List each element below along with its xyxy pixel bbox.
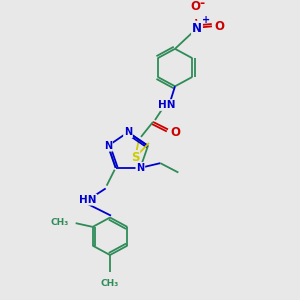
Text: N: N xyxy=(104,141,112,151)
Text: S: S xyxy=(131,151,139,164)
Text: +: + xyxy=(202,15,210,25)
Text: O: O xyxy=(214,20,224,33)
Text: N: N xyxy=(124,127,132,137)
Text: HN: HN xyxy=(79,195,96,205)
Text: O: O xyxy=(190,0,200,13)
Text: O: O xyxy=(170,126,180,139)
Text: CH₃: CH₃ xyxy=(50,218,69,227)
Text: N: N xyxy=(136,163,144,173)
Text: CH₃: CH₃ xyxy=(101,279,119,288)
Text: HN: HN xyxy=(158,100,176,110)
Text: -: - xyxy=(200,0,205,10)
Text: N: N xyxy=(192,22,202,35)
